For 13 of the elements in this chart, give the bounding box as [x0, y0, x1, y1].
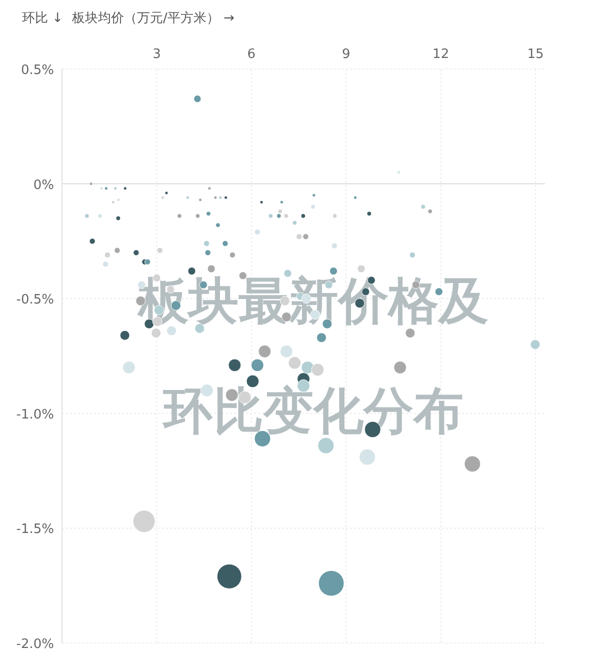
x-tick-label: 3: [152, 47, 161, 62]
x-tick-label: 6: [247, 47, 256, 62]
y-tick-label: -1.0%: [16, 407, 54, 422]
y-tick-label: -2.0%: [16, 637, 54, 652]
x-tick-label: 9: [342, 47, 350, 62]
x-tick-label: 15: [527, 47, 544, 62]
x-axis-title: 板块均价（万元/平方米） →: [71, 10, 235, 26]
y-tick-label: 0.5%: [20, 63, 54, 78]
y-tick-label: -1.5%: [16, 522, 54, 538]
y-axis-title: 环比 ↓: [22, 11, 64, 26]
y-tick-label: -0.5%: [16, 292, 54, 308]
x-tick-label: 12: [432, 47, 450, 62]
y-tick-label: 0%: [33, 178, 54, 193]
